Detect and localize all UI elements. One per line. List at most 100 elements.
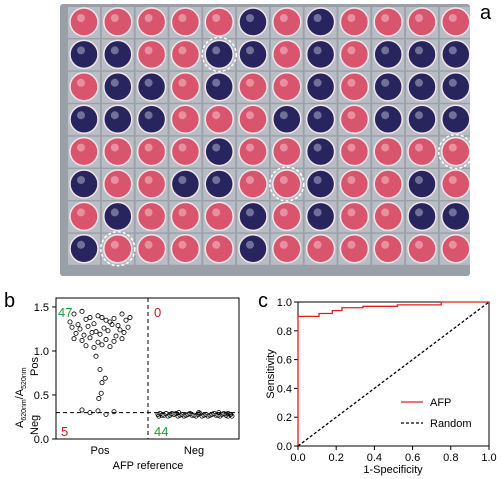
well-highlight <box>347 143 356 152</box>
well <box>170 136 201 167</box>
well <box>69 7 99 37</box>
well <box>407 234 437 264</box>
well-highlight <box>313 46 322 55</box>
well <box>339 72 370 102</box>
well <box>136 7 167 37</box>
well-highlight <box>246 240 254 249</box>
well <box>272 136 302 167</box>
well <box>136 39 167 70</box>
well <box>204 169 234 199</box>
well-highlight <box>77 208 85 217</box>
well-highlight <box>144 46 153 55</box>
well-highlight <box>246 78 254 87</box>
well-highlight <box>347 176 356 184</box>
afp-series-line <box>297 301 489 446</box>
well-highlight <box>77 111 85 120</box>
scatter-point <box>185 411 191 417</box>
well-highlight <box>381 143 390 152</box>
well-highlight <box>448 240 457 249</box>
well-highlight <box>246 208 254 217</box>
well <box>441 104 470 134</box>
well <box>103 201 133 232</box>
well-highlight <box>77 14 85 22</box>
well-highlight <box>110 176 119 184</box>
well <box>238 7 268 37</box>
well <box>373 7 403 37</box>
afp-scatter-chart: 0.0 0.5 1.0 1.5 47 0 5 44 Pos Neg AFP refer… <box>14 297 240 472</box>
scatter-point <box>123 317 129 323</box>
roc-curve-chart: 0.0 0.2 0.4 0.6 0.8 1.0 0.0 0.2 0.4 0.6 0.8 1.0 AFP… <box>265 297 497 476</box>
scatter-point <box>83 316 89 322</box>
well-highlight <box>110 78 119 87</box>
well <box>272 7 302 37</box>
well-highlight <box>347 240 356 249</box>
scatter-point <box>107 344 113 350</box>
well <box>305 136 336 167</box>
well <box>373 39 403 70</box>
scatter-point <box>77 326 83 332</box>
well <box>238 169 268 199</box>
well-highlight <box>347 14 356 22</box>
scatter-point <box>97 331 103 337</box>
y-tick-label: 0.5 <box>34 390 49 402</box>
well-highlight <box>279 176 288 184</box>
legend-afp-label: AFP <box>430 397 451 409</box>
scatter-point <box>103 317 109 323</box>
well-highlight <box>178 78 187 87</box>
x-category-pos: Pos <box>91 445 110 457</box>
scatter-point <box>89 330 95 336</box>
scatter-point <box>75 322 81 328</box>
well-highlight <box>448 78 457 87</box>
well-highlight <box>246 14 254 22</box>
scatter-point <box>177 412 183 418</box>
well <box>272 104 302 134</box>
scatter-point <box>95 313 101 319</box>
well <box>103 234 133 264</box>
scatter-point <box>169 410 175 416</box>
count-pos-neg: 5 <box>61 424 68 439</box>
well-highlight <box>178 176 187 184</box>
well-highlight <box>110 111 119 120</box>
well-highlight <box>313 111 322 120</box>
scatter-point <box>85 323 91 329</box>
well-highlight <box>212 176 221 184</box>
well-highlight <box>246 143 254 152</box>
scatter-point <box>111 338 117 344</box>
well-highlight <box>246 46 254 55</box>
well-highlight <box>279 111 288 120</box>
well-highlight <box>415 176 423 184</box>
legend: AFP Random <box>401 397 472 430</box>
well <box>204 234 234 264</box>
scatter-point <box>121 330 127 336</box>
well <box>272 234 302 264</box>
well-highlight <box>415 111 423 120</box>
well-highlight <box>415 78 423 87</box>
scatter-point <box>119 336 125 342</box>
well-highlight <box>313 240 322 249</box>
y-tick-label: 0.4 <box>277 383 292 395</box>
scatter-point <box>95 339 101 345</box>
well <box>103 39 133 70</box>
well <box>407 72 437 102</box>
well <box>69 104 99 134</box>
y-tick-label: 1.0 <box>34 346 49 358</box>
scatter-point <box>98 390 104 396</box>
well-highlight <box>381 111 390 120</box>
well <box>305 39 336 70</box>
well <box>272 201 302 232</box>
well <box>272 72 302 102</box>
scatter-point <box>109 322 115 328</box>
scatter-point <box>105 328 111 334</box>
scatter-point <box>71 336 77 342</box>
well-highlight <box>279 46 288 55</box>
well <box>407 169 437 199</box>
scatter-point <box>93 329 99 335</box>
well-highlight <box>415 46 423 55</box>
scatter-point <box>91 344 97 350</box>
well-highlight <box>415 240 423 249</box>
well <box>339 201 370 232</box>
scatter-point <box>99 315 105 321</box>
count-pos-pos: 47 <box>58 305 72 320</box>
well-highlight <box>313 14 322 22</box>
legend-random-label: Random <box>430 418 472 430</box>
